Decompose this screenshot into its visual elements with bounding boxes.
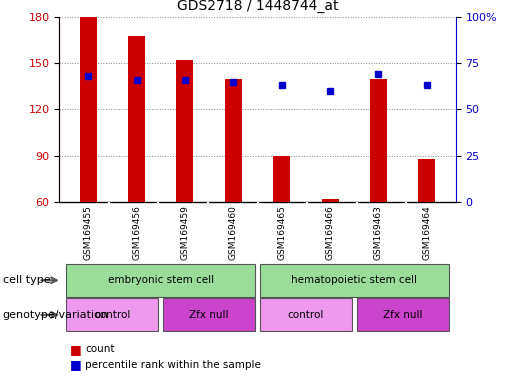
Text: control: control [288, 310, 324, 320]
Text: percentile rank within the sample: percentile rank within the sample [85, 360, 261, 370]
Text: hematopoietic stem cell: hematopoietic stem cell [291, 275, 417, 285]
Bar [66, 298, 159, 331]
Bar [66, 264, 255, 297]
Text: embryonic stem cell: embryonic stem cell [108, 275, 214, 285]
Text: cell type: cell type [3, 275, 50, 285]
Text: GSM169463: GSM169463 [374, 205, 383, 260]
Bar [260, 298, 352, 331]
Text: GSM169466: GSM169466 [325, 205, 335, 260]
Text: Zfx null: Zfx null [190, 310, 229, 320]
Bar [370, 79, 387, 202]
Bar [80, 17, 97, 202]
Bar [356, 298, 449, 331]
Text: GSM169459: GSM169459 [180, 205, 190, 260]
Text: Zfx null: Zfx null [383, 310, 422, 320]
Text: ■: ■ [70, 343, 81, 356]
Text: GSM169464: GSM169464 [422, 205, 431, 260]
Bar [260, 264, 449, 297]
Bar [418, 159, 435, 202]
Text: control: control [94, 310, 131, 320]
Text: GSM169460: GSM169460 [229, 205, 238, 260]
Bar [321, 199, 338, 202]
Text: count: count [85, 344, 114, 354]
Title: GDS2718 / 1448744_at: GDS2718 / 1448744_at [177, 0, 338, 13]
Text: ■: ■ [70, 358, 81, 371]
Bar [163, 298, 255, 331]
Text: GSM169465: GSM169465 [277, 205, 286, 260]
Text: GSM169455: GSM169455 [84, 205, 93, 260]
Bar [128, 36, 145, 202]
Bar [177, 60, 194, 202]
Bar [273, 156, 290, 202]
Text: genotype/variation: genotype/variation [3, 310, 109, 320]
Bar [225, 79, 242, 202]
Text: GSM169456: GSM169456 [132, 205, 141, 260]
